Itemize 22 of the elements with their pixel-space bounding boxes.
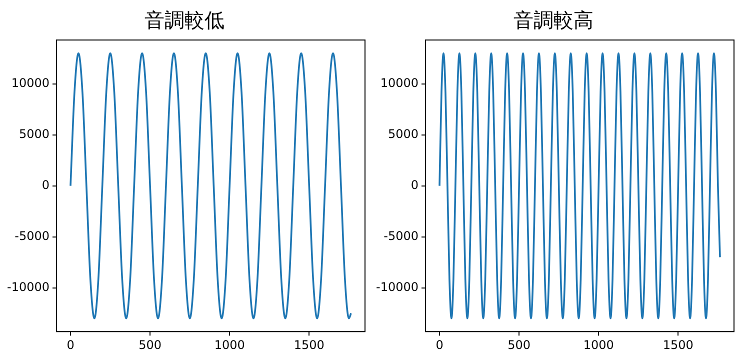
x-tick-label: 0 bbox=[436, 338, 444, 352]
y-tick-label: 5000 bbox=[18, 126, 50, 141]
y-tick-label: -5000 bbox=[14, 228, 50, 243]
x-tick-label: 0 bbox=[66, 338, 74, 352]
line-series bbox=[70, 52, 352, 320]
y-tick-label: 10000 bbox=[11, 76, 50, 90]
y-tick-label: 0 bbox=[410, 178, 419, 192]
y-tick-label: 0 bbox=[42, 178, 50, 192]
line-series bbox=[438, 52, 721, 320]
x-tick-label: 500 bbox=[508, 338, 531, 352]
y-tick-label: -10000 bbox=[6, 280, 50, 294]
y-tick-label: 10000 bbox=[380, 76, 419, 90]
chart-title: 音調較高 bbox=[514, 8, 594, 32]
x-tick-label: 1500 bbox=[294, 338, 324, 352]
x-tick-label: 1500 bbox=[662, 338, 694, 352]
y-tick-label: -5000 bbox=[384, 228, 419, 243]
x-tick-label: 500 bbox=[138, 338, 162, 352]
y-tick-label: -10000 bbox=[376, 280, 419, 294]
x-tick-label: 1000 bbox=[214, 338, 245, 352]
y-tick-label: 5000 bbox=[388, 126, 419, 141]
chart-title: 音調較低 bbox=[144, 8, 224, 32]
x-tick-label: 1000 bbox=[583, 338, 614, 352]
